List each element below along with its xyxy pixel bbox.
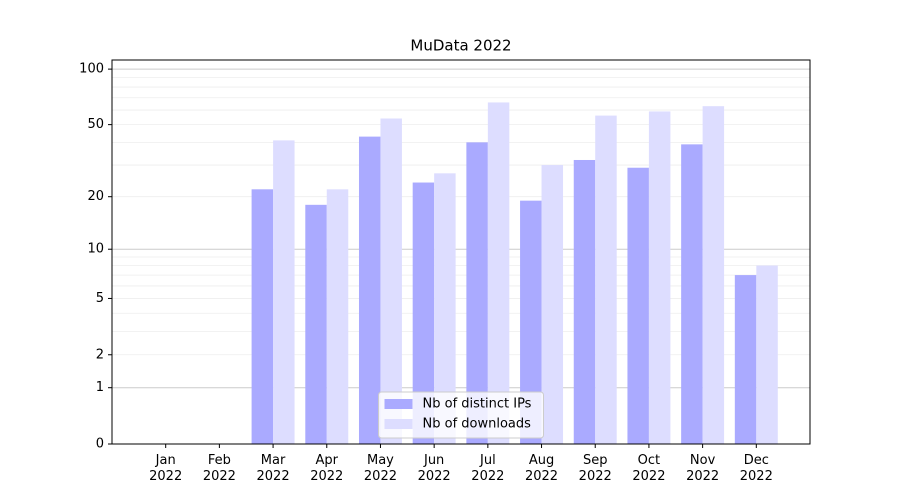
y-tick-label: 100: [79, 62, 104, 77]
bar: [648, 111, 671, 445]
bar: [273, 140, 295, 444]
bar: [305, 204, 327, 444]
y-tick-label: 5: [96, 291, 104, 306]
bar: [734, 275, 757, 444]
legend-label: Nb of distinct IPs: [423, 397, 532, 412]
y-tick-label: 1: [96, 380, 104, 395]
bar: [434, 173, 456, 445]
bar: [326, 189, 349, 444]
plot-frame: [111, 59, 811, 445]
y-tick-label: 50: [87, 117, 104, 132]
bar: [627, 167, 649, 444]
x-tick-label: Jun 2022: [417, 453, 451, 484]
bar: [251, 189, 274, 444]
y-tick-label: 2: [96, 347, 104, 362]
bar: [466, 142, 488, 445]
x-tick-label: Dec 2022: [739, 453, 773, 484]
bar: [380, 118, 402, 444]
bar: [573, 159, 596, 444]
x-tick-label: Feb 2022: [202, 453, 236, 484]
legend-swatch: [384, 419, 413, 429]
x-tick-label: Mar 2022: [256, 453, 290, 484]
bar: [487, 102, 510, 445]
legend-box: [378, 391, 544, 439]
legend-swatch: [384, 399, 413, 409]
x-tick-label: Oct 2022: [632, 453, 666, 484]
bar: [756, 265, 778, 444]
bar: [681, 144, 703, 444]
x-tick-label: Jul 2022: [471, 453, 505, 484]
x-tick-label: Jan 2022: [149, 453, 183, 484]
bar: [541, 165, 564, 444]
bar: [520, 200, 542, 444]
bar: [412, 182, 435, 444]
legend-label: Nb of downloads: [423, 417, 532, 432]
bar: [358, 136, 381, 444]
x-tick-label: Sep 2022: [578, 453, 612, 484]
legend: Nb of distinct IPs Nb of downloads: [378, 391, 544, 439]
chart-title: MuData 2022: [410, 37, 511, 55]
bar: [595, 115, 617, 444]
x-tick-label: Aug 2022: [524, 453, 559, 484]
x-tick-label: May 2022: [363, 453, 397, 484]
x-tick-label: Nov 2022: [686, 453, 720, 484]
x-tick-label: Apr 2022: [310, 453, 344, 484]
bar: [702, 106, 725, 444]
y-tick-label: 10: [87, 242, 104, 257]
y-tick-label: 0: [96, 437, 104, 452]
y-tick-label: 20: [87, 189, 104, 204]
